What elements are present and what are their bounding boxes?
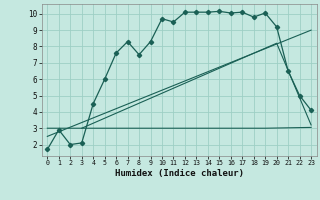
X-axis label: Humidex (Indice chaleur): Humidex (Indice chaleur) [115,169,244,178]
